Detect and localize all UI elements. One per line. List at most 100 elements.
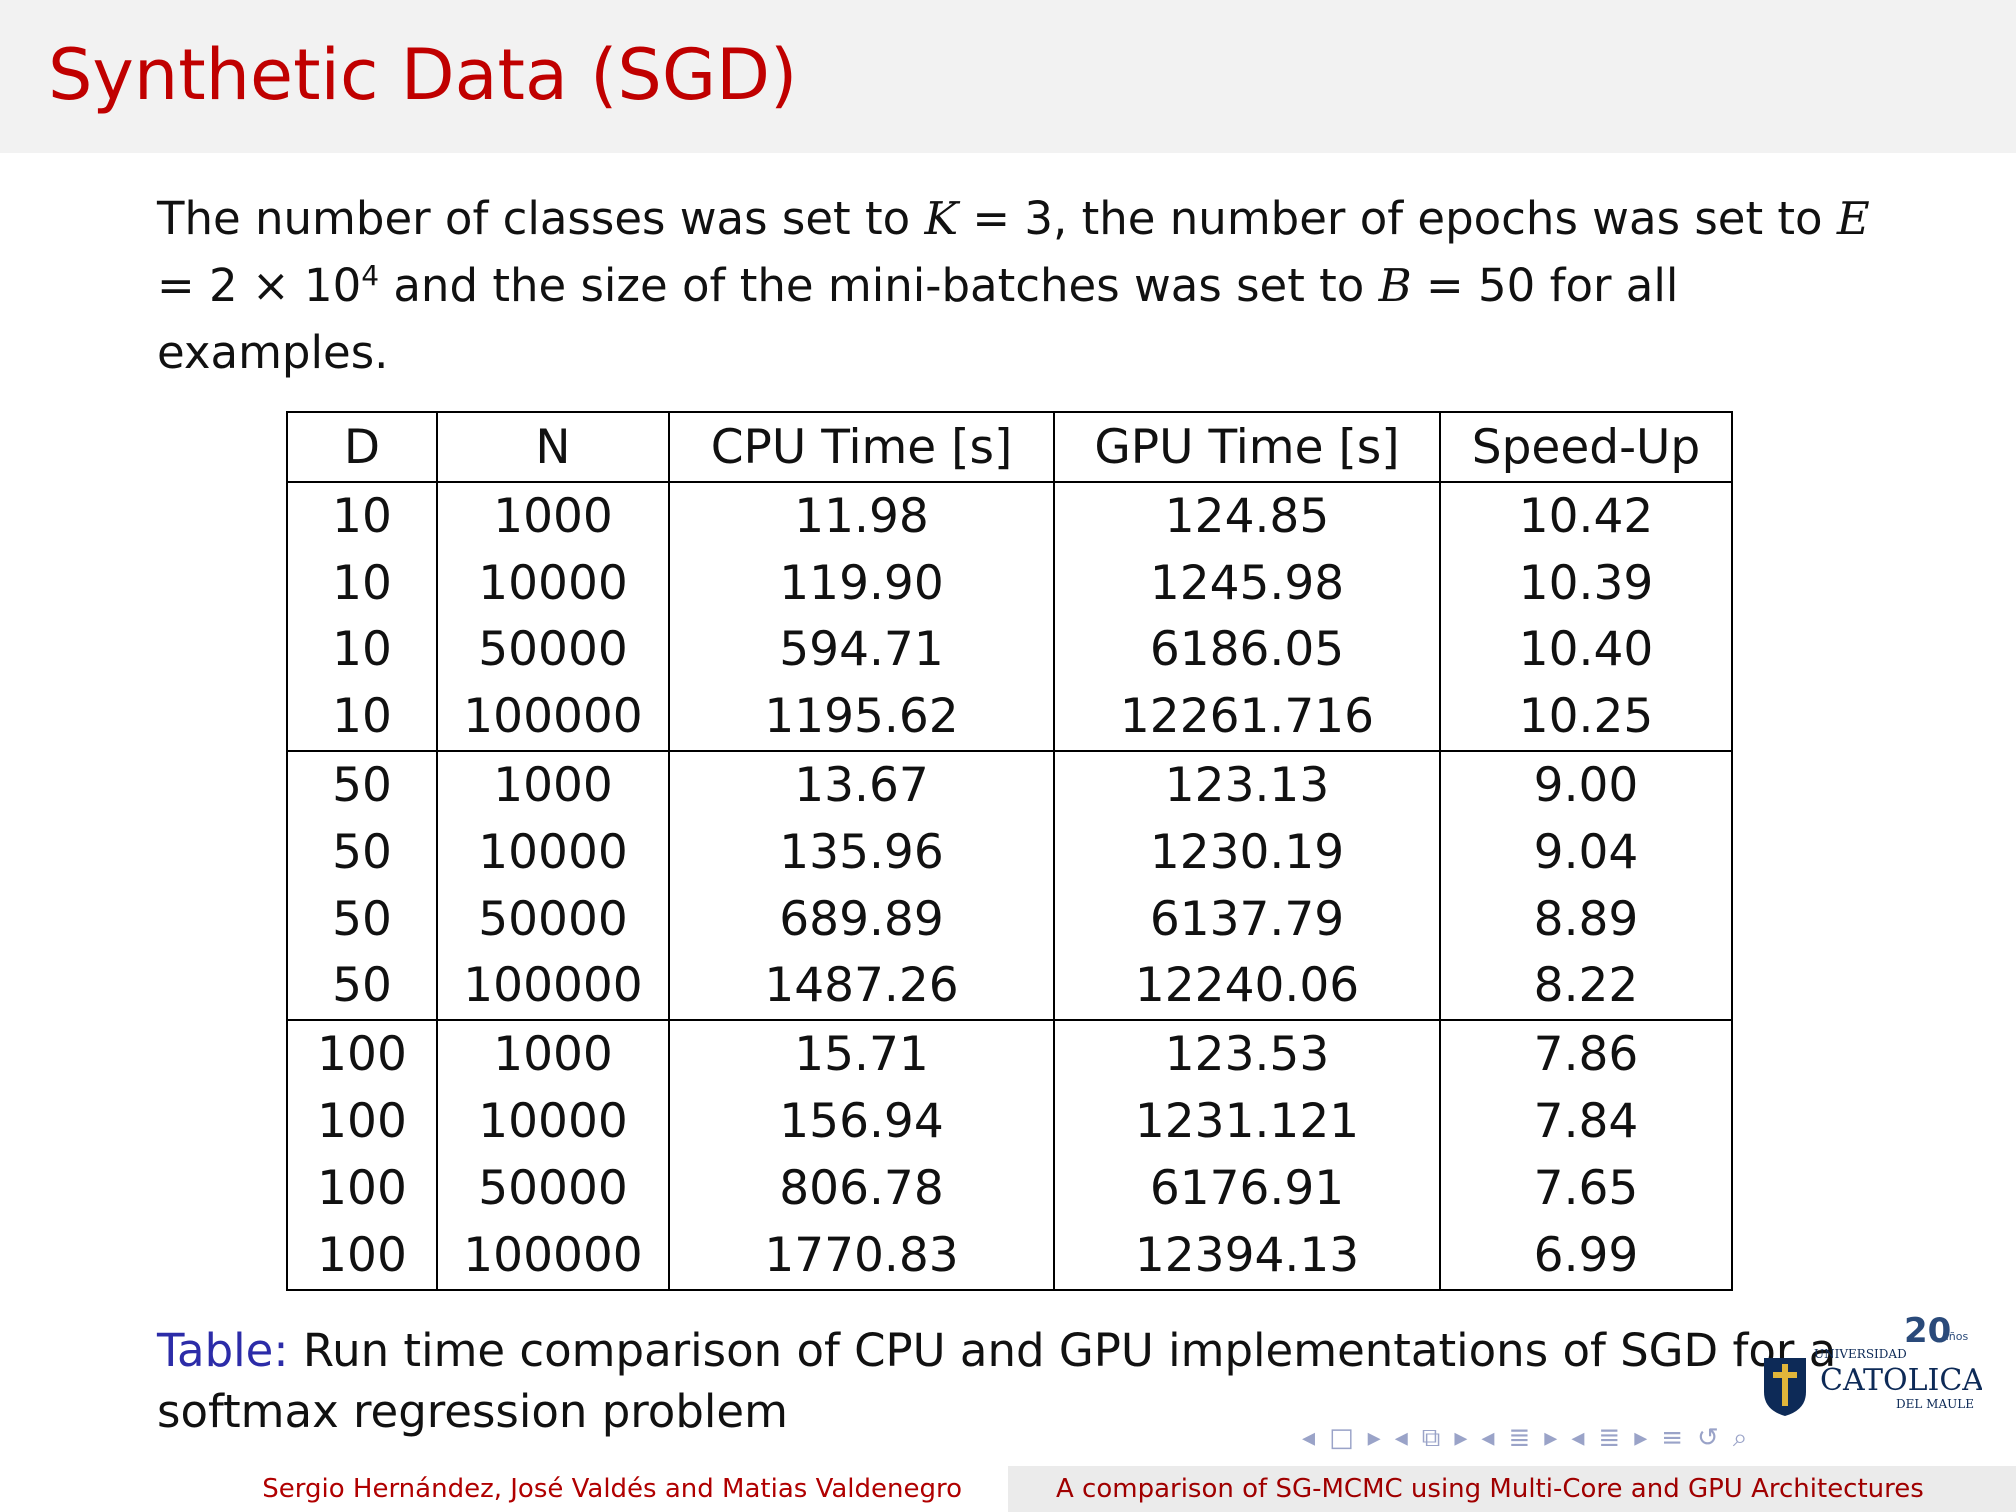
cell-d: 50 bbox=[286, 952, 438, 1021]
cell-gpu: 12261.716 bbox=[1053, 683, 1441, 752]
cell-speedup: 10.40 bbox=[1439, 616, 1733, 684]
cell-d: 50 bbox=[286, 885, 438, 953]
cell-gpu: 123.13 bbox=[1053, 750, 1441, 819]
logo-line3: DEL MAULE bbox=[1896, 1397, 1974, 1411]
cell-speedup: 10.25 bbox=[1439, 683, 1733, 752]
table-row: 50 1000 13.67 123.13 9.00 bbox=[286, 750, 1733, 819]
header-cpu-time: CPU Time [s] bbox=[668, 411, 1055, 483]
cell-cpu: 156.94 bbox=[668, 1088, 1055, 1155]
cell-d: 10 bbox=[286, 683, 438, 752]
nav-back-icon[interactable]: ↺ bbox=[1697, 1423, 1719, 1453]
cell-n: 100000 bbox=[436, 952, 670, 1021]
cell-d: 100 bbox=[286, 1221, 438, 1291]
cell-d: 10 bbox=[286, 549, 438, 617]
cell-gpu: 123.53 bbox=[1053, 1019, 1441, 1089]
cell-n: 10000 bbox=[436, 818, 670, 886]
cell-n: 50000 bbox=[436, 1154, 670, 1222]
nav-next-subsection-icon[interactable]: ▸ bbox=[1454, 1423, 1468, 1453]
nav-next-section-icon[interactable]: ▸ bbox=[1544, 1423, 1558, 1453]
nav-subsection-icon[interactable]: ⧉ bbox=[1421, 1422, 1441, 1453]
intro-k-eq: = 3, the number of epochs was set to bbox=[958, 192, 1837, 245]
nav-search-icon[interactable]: ⌕ bbox=[1732, 1422, 1748, 1453]
title-bar: Synthetic Data (SGD) bbox=[0, 0, 2016, 153]
cell-cpu: 1487.26 bbox=[668, 952, 1055, 1021]
cell-speedup: 8.89 bbox=[1439, 885, 1733, 953]
logo-line2: CATOLICA bbox=[1820, 1363, 1982, 1398]
caption-text: Run time comparison of CPU and GPU imple… bbox=[157, 1324, 1837, 1438]
cell-speedup: 7.84 bbox=[1439, 1088, 1733, 1155]
results-table: D N CPU Time [s] GPU Time [s] Speed-Up 1… bbox=[286, 411, 1733, 1291]
table-row: 50 10000 135.96 1230.19 9.04 bbox=[286, 818, 1733, 886]
cell-d: 100 bbox=[286, 1154, 438, 1222]
table-caption: Table: Run time comparison of CPU and GP… bbox=[157, 1320, 1837, 1442]
cell-gpu: 124.85 bbox=[1053, 482, 1441, 550]
cell-n: 1000 bbox=[436, 1019, 670, 1089]
cell-speedup: 7.65 bbox=[1439, 1154, 1733, 1222]
cell-n: 1000 bbox=[436, 482, 670, 550]
nav-align-icon[interactable]: ≡ bbox=[1661, 1423, 1684, 1453]
table-row: 50 50000 689.89 6137.79 8.89 bbox=[286, 885, 1733, 953]
nav-prev-frame-icon[interactable]: ◂ bbox=[1302, 1423, 1316, 1453]
nav-next-slide-icon[interactable]: ▸ bbox=[1634, 1423, 1648, 1453]
cell-n: 100000 bbox=[436, 1221, 670, 1291]
cell-n: 1000 bbox=[436, 750, 670, 819]
cell-d: 100 bbox=[286, 1088, 438, 1155]
header-d: D bbox=[286, 411, 438, 483]
nav-prev-subsection-icon[interactable]: ◂ bbox=[1394, 1423, 1408, 1453]
intro-e-exponent: 4 bbox=[361, 259, 380, 292]
cell-n: 10000 bbox=[436, 1088, 670, 1155]
intro-text-2: and the size of the mini-batches was set… bbox=[379, 259, 1379, 312]
footer: Sergio Hernández, José Valdés and Matias… bbox=[0, 1466, 2016, 1512]
cell-cpu: 13.67 bbox=[668, 750, 1055, 819]
cell-cpu: 1195.62 bbox=[668, 683, 1055, 752]
nav-frame-icon[interactable]: □ bbox=[1329, 1423, 1354, 1453]
intro-text-1: The number of classes was set to bbox=[157, 192, 925, 245]
cell-gpu: 6186.05 bbox=[1053, 616, 1441, 684]
nav-next-frame-icon[interactable]: ▸ bbox=[1367, 1423, 1381, 1453]
cell-speedup: 7.86 bbox=[1439, 1019, 1733, 1089]
nav-prev-section-icon[interactable]: ◂ bbox=[1481, 1423, 1495, 1453]
table-row: 10 100000 1195.62 12261.716 10.25 bbox=[286, 683, 1733, 752]
table-row: 10 1000 11.98 124.85 10.42 bbox=[286, 482, 1733, 550]
nav-section-icon[interactable]: ≣ bbox=[1508, 1423, 1531, 1453]
intro-e-eq: = 2 × 10 bbox=[157, 259, 362, 312]
table-row: 10 50000 594.71 6186.05 10.40 bbox=[286, 616, 1733, 684]
footer-talk-title: A comparison of SG-MCMC using Multi-Core… bbox=[1008, 1466, 2016, 1512]
cell-speedup: 10.39 bbox=[1439, 549, 1733, 617]
cell-cpu: 1770.83 bbox=[668, 1221, 1055, 1291]
cell-speedup: 9.04 bbox=[1439, 818, 1733, 886]
cell-speedup: 8.22 bbox=[1439, 952, 1733, 1021]
cell-gpu: 6137.79 bbox=[1053, 885, 1441, 953]
nav-prev-slide-icon[interactable]: ◂ bbox=[1571, 1423, 1585, 1453]
cell-gpu: 12394.13 bbox=[1053, 1221, 1441, 1291]
slide-title: Synthetic Data (SGD) bbox=[48, 34, 798, 116]
cell-speedup: 6.99 bbox=[1439, 1221, 1733, 1291]
caption-label: Table: bbox=[157, 1324, 289, 1377]
table-row: 100 1000 15.71 123.53 7.86 bbox=[286, 1019, 1733, 1089]
shield-icon bbox=[1764, 1358, 1806, 1416]
table-row: 100 10000 156.94 1231.121 7.84 bbox=[286, 1088, 1733, 1155]
table-row: 50 100000 1487.26 12240.06 8.22 bbox=[286, 952, 1733, 1021]
nav-slide-icon[interactable]: ≣ bbox=[1598, 1423, 1621, 1453]
cell-speedup: 10.42 bbox=[1439, 482, 1733, 550]
cell-n: 100000 bbox=[436, 683, 670, 752]
cell-d: 10 bbox=[286, 616, 438, 684]
cell-cpu: 806.78 bbox=[668, 1154, 1055, 1222]
cell-n: 10000 bbox=[436, 549, 670, 617]
var-k: K bbox=[924, 192, 959, 245]
cell-cpu: 11.98 bbox=[668, 482, 1055, 550]
cell-cpu: 594.71 bbox=[668, 616, 1055, 684]
logo-badge-suffix: años bbox=[1942, 1330, 1968, 1343]
table-row: 100 50000 806.78 6176.91 7.65 bbox=[286, 1154, 1733, 1222]
cell-cpu: 689.89 bbox=[668, 885, 1055, 953]
logo-badge: 20 bbox=[1904, 1311, 1951, 1351]
table-row: 10 10000 119.90 1245.98 10.39 bbox=[286, 549, 1733, 617]
beamer-navigation: ◂ □ ▸ ◂ ⧉ ▸ ◂ ≣ ▸ ◂ ≣ ▸ ≡ ↺ ⌕ bbox=[1302, 1418, 1747, 1458]
cell-gpu: 6176.91 bbox=[1053, 1154, 1441, 1222]
cell-speedup: 9.00 bbox=[1439, 750, 1733, 819]
cell-d: 50 bbox=[286, 750, 438, 819]
logo-line1: UNIVERSIDAD bbox=[1814, 1347, 1907, 1361]
cell-gpu: 1245.98 bbox=[1053, 549, 1441, 617]
cell-cpu: 15.71 bbox=[668, 1019, 1055, 1089]
footer-authors: Sergio Hernández, José Valdés and Matias… bbox=[0, 1466, 1008, 1512]
